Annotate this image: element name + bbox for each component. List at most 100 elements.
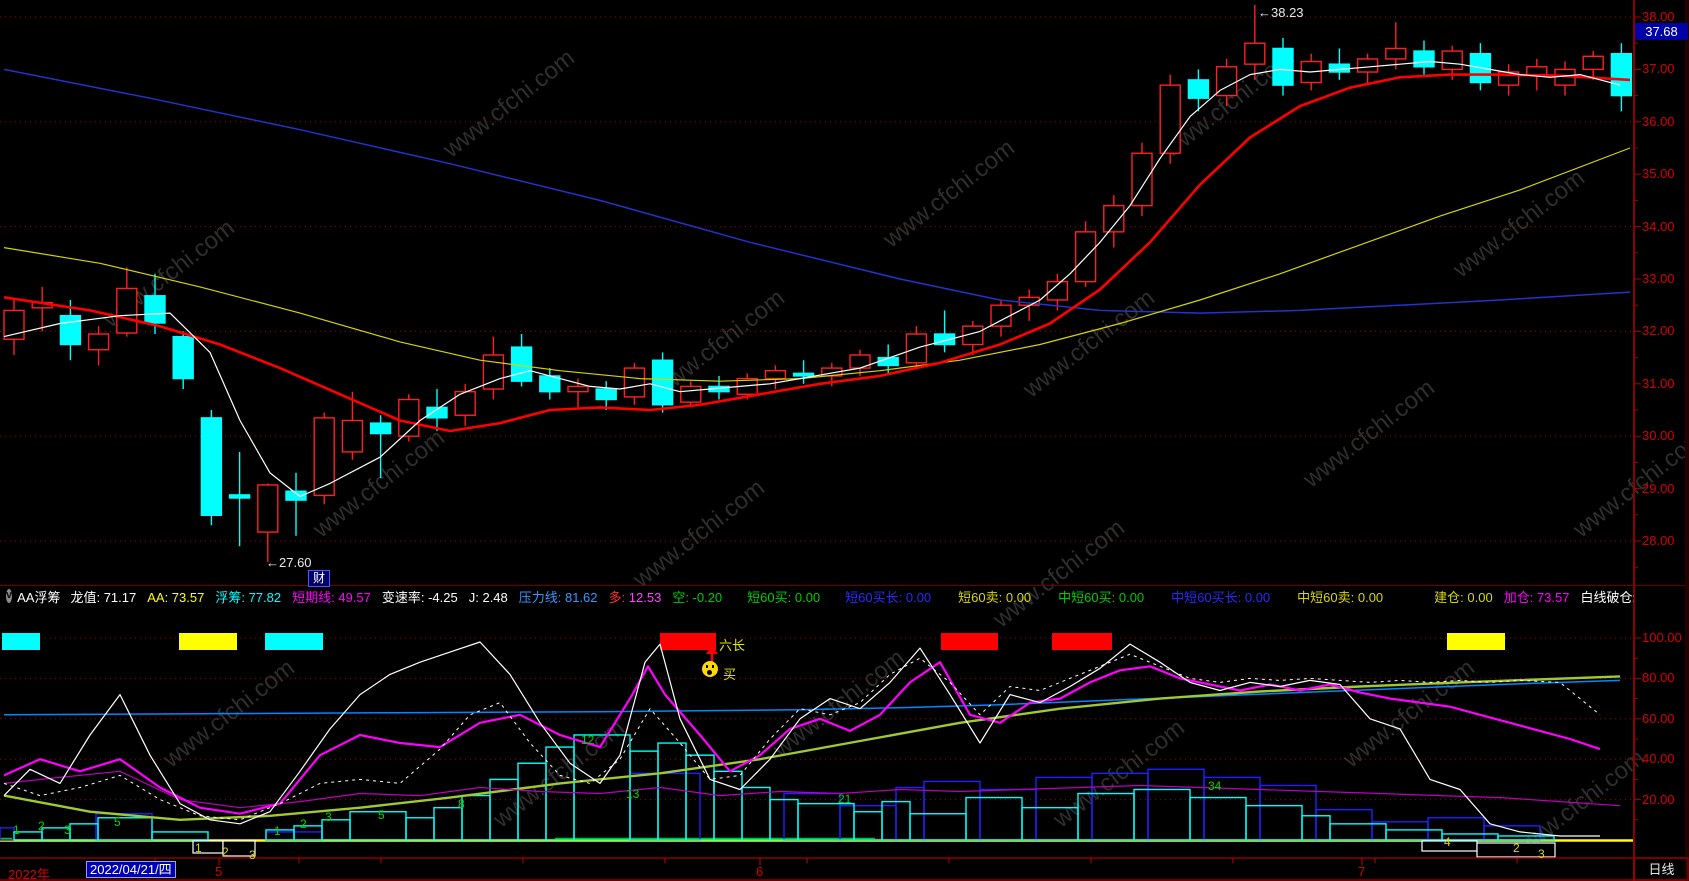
price-axis-label: 31.00 — [1642, 375, 1675, 391]
candle-up — [990, 304, 1012, 327]
cai-event-marker[interactable]: 财 — [308, 570, 330, 587]
month-label: 5 — [215, 864, 223, 879]
price-axis-label: 33.00 — [1642, 271, 1675, 286]
candle-down — [228, 494, 251, 499]
blue-step-bar — [629, 772, 701, 841]
year-label: 2022年 — [8, 867, 50, 881]
price-axis-label: 37.00 — [1642, 61, 1675, 77]
blue-step-bar — [1147, 768, 1205, 841]
value-axis-label: 40.00 — [1642, 751, 1675, 767]
low-annotation: ←27.60 — [266, 555, 312, 570]
candle-up — [116, 287, 138, 334]
cyan-step-bar — [1245, 804, 1303, 841]
cyan-step-bar — [151, 831, 209, 841]
bar-count-number: 1 — [274, 824, 281, 838]
indicator-field: 变速率: -4.25 — [381, 589, 458, 605]
candle-up — [1103, 204, 1125, 233]
cyan-step-bar — [405, 817, 435, 841]
below-line-number: 1 — [195, 841, 202, 855]
blue-step-bar — [1427, 817, 1485, 841]
price-axis-label: 29.00 — [1642, 480, 1675, 496]
month-label: 6 — [756, 864, 764, 879]
buy-signal-label: 买 — [723, 667, 737, 682]
blue-step-bar — [839, 804, 897, 841]
bar-count-number: 3 — [325, 810, 332, 824]
below-baseline-box — [1476, 842, 1556, 858]
period-cell-border — [1633, 857, 1689, 881]
smiley-eye — [706, 665, 708, 668]
cyan-step-bar — [461, 794, 491, 841]
candle-up — [1046, 280, 1069, 301]
below-line-number: 4 — [1444, 835, 1451, 849]
bar-count-number: 5 — [378, 808, 385, 822]
indicator-field: 中短60买长: 0.00 — [1171, 589, 1271, 605]
blue-step-bar — [1035, 776, 1093, 841]
value-axis-label: 60.00 — [1642, 710, 1675, 726]
collapse-chevron-icon[interactable]: v — [6, 589, 13, 603]
below-line-number: 2 — [222, 845, 229, 859]
below-line-number: 3 — [249, 848, 256, 862]
candle-down — [1610, 52, 1633, 97]
candle-down — [933, 333, 956, 346]
candle-down — [369, 422, 392, 435]
last-price-tag: 37.68 — [1635, 23, 1688, 40]
candle-down — [59, 314, 82, 346]
signal-block — [265, 633, 323, 650]
candle-down — [651, 359, 674, 406]
ma-red — [3, 73, 1631, 433]
candle-down — [1272, 47, 1294, 86]
indicator-field: 白线破仓: 73.57 — [1580, 589, 1634, 605]
indicator-field: 中短60卖: 0.00 — [1297, 589, 1384, 605]
magenta-thin — [3, 770, 1621, 809]
cyan-step-bar — [1133, 788, 1191, 841]
indicator-fields: 龙值: 71.17 AA: 73.57 浮筹: 77.82 短期线: 49.57 变速率… — [70, 587, 1634, 606]
candle-up — [567, 385, 589, 393]
blue-step-bar — [1091, 772, 1149, 841]
candle-down — [200, 417, 223, 517]
candle-down — [426, 406, 448, 419]
cyan-step-bar — [293, 825, 323, 841]
candle-down — [1413, 50, 1435, 68]
candle-down — [172, 335, 194, 380]
blue-step-bar — [1315, 809, 1373, 841]
indicator-status-bar: v AA浮筹 龙值: 71.17 AA: 73.57 浮筹: 77.82 短期线: 4… — [0, 586, 1634, 606]
indicator-field: AA: 73.57 — [147, 589, 205, 605]
cyan-step-bar — [965, 796, 1023, 841]
value-axis-label: 80.00 — [1642, 670, 1675, 686]
candle-up — [1441, 50, 1463, 71]
bar-count-number: 2 — [300, 817, 307, 831]
cyan-step-bar — [517, 762, 547, 841]
indicator-field: J: 2.48 — [468, 589, 508, 605]
period-label[interactable]: 日线 — [1648, 862, 1675, 877]
cyan-step-bar — [69, 823, 99, 841]
cyan-step-bar — [1189, 796, 1247, 841]
bar-count-number: 21 — [838, 792, 852, 806]
selected-date-tag: 2022/04/21/四 — [86, 861, 176, 878]
candle-up — [764, 370, 787, 380]
indicator-field: 建仓: 0.00 — [1434, 589, 1493, 605]
buy-arrow-icon — [706, 645, 718, 654]
cyan-step-bar — [853, 811, 883, 841]
indicator-field: 短60卖: 0.00 — [958, 589, 1032, 605]
bar-count-number: 3 — [64, 823, 71, 837]
ma-yellow — [3, 147, 1631, 382]
price-axis-label: 32.00 — [1642, 323, 1675, 339]
candle-up — [680, 385, 702, 403]
buy-smiley-icon — [702, 661, 718, 677]
indicator-field: 压力线: 81.62 — [518, 589, 598, 605]
magenta-thick — [3, 661, 1601, 815]
price-axis-label: 34.00 — [1642, 218, 1675, 234]
trend-chartreuse — [3, 675, 1621, 821]
price-axis-label: 38.00 — [1642, 9, 1675, 24]
smiley-mouth — [707, 670, 712, 675]
value-axis-label: 20.00 — [1642, 791, 1675, 807]
indicator-field: 短期线: 49.57 — [292, 589, 371, 605]
right-edge-strip — [1685, 0, 1689, 881]
candle-down — [595, 388, 617, 401]
cyan-step-bar — [741, 786, 771, 841]
below-line-number: 2 — [1513, 841, 1520, 855]
cyan-step-bar — [1077, 792, 1135, 841]
white-solid — [3, 641, 1600, 837]
month-label: 7 — [1358, 864, 1366, 879]
